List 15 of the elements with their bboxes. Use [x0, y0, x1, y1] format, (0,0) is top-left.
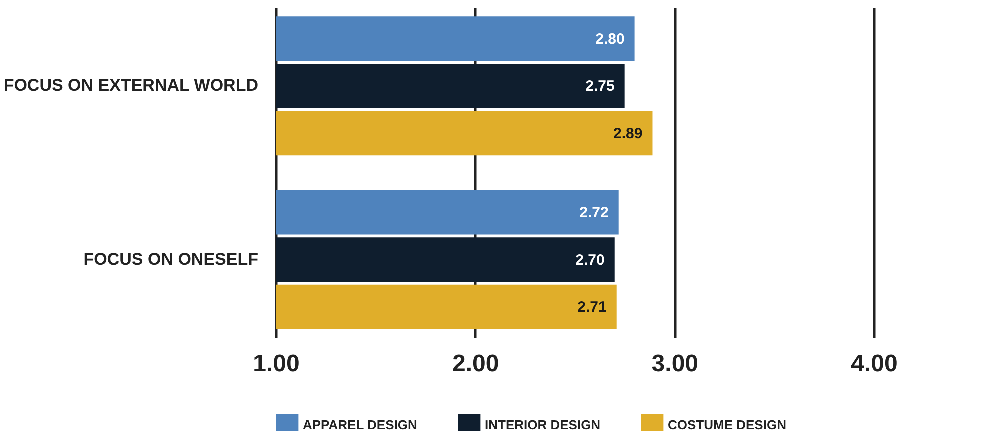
legend-label: COSTUME DESIGN [668, 418, 786, 433]
data-label: 2.89 [614, 125, 643, 142]
legend-label: INTERIOR DESIGN [485, 418, 601, 433]
data-label: 2.80 [596, 30, 625, 48]
data-label: 2.70 [576, 252, 605, 269]
legend-label: APPAREL DESIGN [303, 418, 418, 433]
x-tick-label: 1.00 [253, 350, 300, 378]
data-label: 2.75 [586, 78, 615, 96]
x-tick-label: 4.00 [851, 350, 898, 378]
x-tick-label: 2.00 [452, 350, 500, 378]
data-label: 2.72 [580, 204, 609, 222]
y-tick-label: FOCUS ON EXTERNAL WORLD [4, 76, 258, 96]
data-label: 2.71 [578, 299, 607, 316]
y-tick-label: FOCUS ON ONESELF [84, 250, 258, 269]
x-tick-label: 3.00 [652, 350, 699, 378]
